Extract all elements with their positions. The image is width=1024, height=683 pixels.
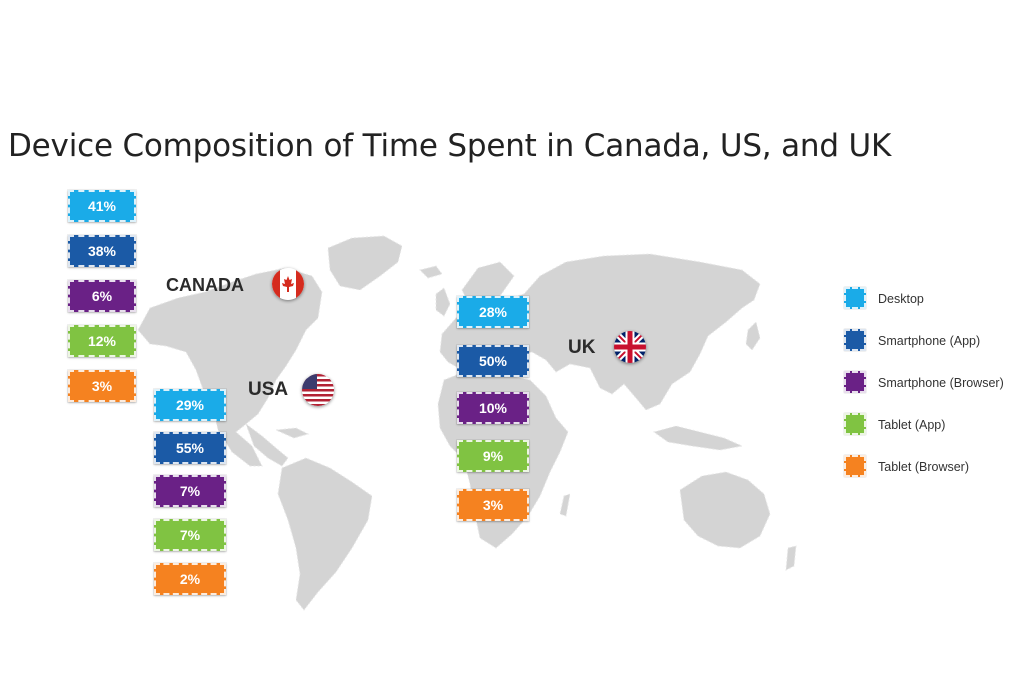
legend-swatch-smartphone-app (844, 329, 866, 351)
bar-canada-desktop: 41% (67, 189, 137, 223)
legend-swatch-tablet-app (844, 413, 866, 435)
country-label-uk: UK (568, 337, 596, 358)
legend-swatch-tablet-browser (844, 455, 866, 477)
map-central-america (244, 422, 289, 467)
map-indonesia (652, 425, 744, 451)
map-iceland (419, 265, 443, 279)
bar-usa-desktop: 29% (153, 388, 227, 422)
bar-uk-tablet-browser: 3% (456, 488, 530, 522)
bar-canada-smartphone-browser: 6% (67, 279, 137, 313)
country-label-canada: CANADA (166, 275, 244, 295)
bar-uk-smartphone-app: 50% (456, 344, 530, 378)
map-japan (745, 321, 761, 351)
bar-uk-desktop: 28% (456, 295, 530, 329)
bar-usa-tablet-browser: 2% (153, 562, 227, 596)
legend-label-smartphone-browser: Smartphone (Browser) (878, 376, 1004, 390)
map-north-america (137, 267, 323, 467)
map-madagascar (559, 493, 571, 517)
bar-usa-tablet-app: 7% (153, 518, 227, 552)
map-eurasia (439, 253, 761, 411)
legend-label-smartphone-app: Smartphone (App) (878, 334, 981, 348)
map-britain (435, 287, 451, 317)
uk-flag-icon (614, 331, 646, 363)
bar-uk-tablet-app: 9% (456, 439, 530, 473)
map-greenland (327, 235, 403, 291)
bar-canada-smartphone-app: 38% (67, 234, 137, 268)
map-cuba (274, 427, 310, 439)
map-australia (679, 471, 771, 549)
bar-canada-tablet-app: 12% (67, 324, 137, 358)
bar-uk-smartphone-browser: 10% (456, 391, 530, 425)
canada-flag-icon (272, 268, 304, 300)
legend-swatch-desktop (844, 287, 866, 309)
bar-usa-smartphone-app: 55% (153, 431, 227, 465)
map-scandinavia (461, 261, 515, 307)
legend-label-tablet-browser: Tablet (Browser) (878, 460, 969, 474)
country-label-usa: USA (248, 379, 289, 400)
bar-canada-tablet-browser: 3% (67, 369, 137, 403)
legend-swatch-smartphone-browser (844, 371, 866, 393)
map-south-america (277, 457, 373, 611)
bar-usa-smartphone-browser: 7% (153, 474, 227, 508)
map-new-zealand (785, 545, 797, 571)
legend-label-desktop: Desktop (878, 292, 924, 306)
chart-title: Device Composition of Time Spent in Cana… (8, 128, 892, 164)
legend-label-tablet-app: Tablet (App) (878, 418, 946, 432)
usa-flag-icon (302, 374, 334, 406)
